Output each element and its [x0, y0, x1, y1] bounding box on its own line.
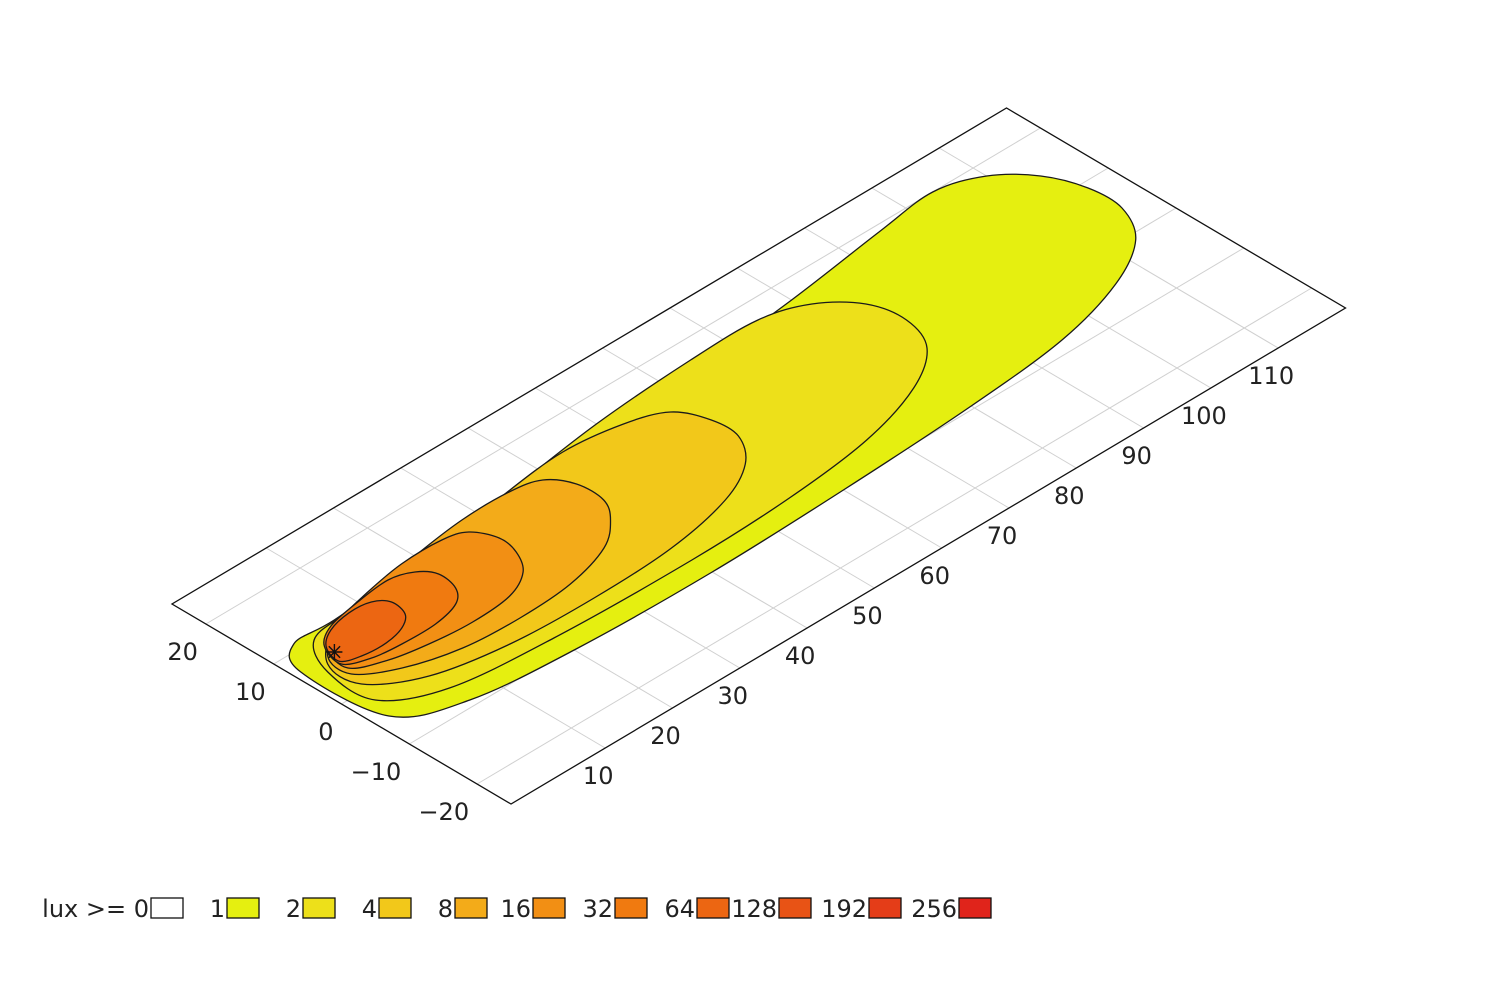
y-tick-label: 80: [1054, 482, 1085, 510]
isolux-contour-64: [325, 599, 407, 663]
grid-line-x: [476, 287, 1312, 785]
legend-label: 1: [210, 895, 225, 923]
legend-swatch: [302, 897, 336, 919]
legend-label: 16: [500, 895, 531, 923]
legend-swatch: [378, 897, 412, 919]
legend-swatch: [868, 897, 902, 919]
y-tick-label: 100: [1181, 402, 1227, 430]
grid-line-x: [205, 127, 1041, 625]
y-tick-label: 50: [852, 602, 883, 630]
legend-label: 128: [731, 895, 777, 923]
plane-outline: [170, 107, 1347, 805]
legend-swatch: [696, 897, 730, 919]
legend-label: 8: [438, 895, 453, 923]
isolux-contours: [288, 173, 1137, 718]
y-tick-label: 30: [718, 682, 749, 710]
legend-swatch: [614, 897, 648, 919]
legend-swatch: [150, 897, 184, 919]
legend-label: 256: [911, 895, 957, 923]
y-tick-label: 70: [987, 522, 1018, 550]
y-tick-label: 60: [919, 562, 950, 590]
x-tick-label: 10: [235, 678, 266, 706]
y-tick-label: 10: [583, 762, 614, 790]
luminaire-marker: [326, 644, 343, 660]
legend-swatch: [958, 897, 992, 919]
y-axis-ticks: 10 20 30 40 50 60 70 80 90 100 110: [583, 362, 1294, 790]
legend-label: 64: [664, 895, 695, 923]
legend-label: 32: [582, 895, 613, 923]
legend-swatch: [778, 897, 812, 919]
legend-label: lux >= 0: [42, 895, 149, 923]
x-tick-label: 20: [167, 638, 198, 666]
legend-swatch: [532, 897, 566, 919]
y-tick-label: 40: [785, 642, 816, 670]
x-tick-label: −20: [418, 798, 469, 826]
x-axis-ticks: −20 −10 0 10 20: [167, 638, 469, 826]
legend: lux >= 0 1 2 4 8 16 32 64 128 192 256: [42, 895, 992, 923]
y-tick-label: 90: [1121, 442, 1152, 470]
x-tick-label: 0: [318, 718, 333, 746]
legend-label: 4: [362, 895, 377, 923]
legend-label: 192: [821, 895, 867, 923]
x-tick-label: −10: [351, 758, 402, 786]
luminaire-asterisk-stroke: [328, 645, 341, 659]
ground-plane-border: [170, 107, 1347, 805]
legend-swatch: [454, 897, 488, 919]
y-tick-label: 110: [1248, 362, 1294, 390]
legend-label: 2: [286, 895, 301, 923]
y-tick-label: 20: [650, 722, 681, 750]
legend-swatch: [226, 897, 260, 919]
